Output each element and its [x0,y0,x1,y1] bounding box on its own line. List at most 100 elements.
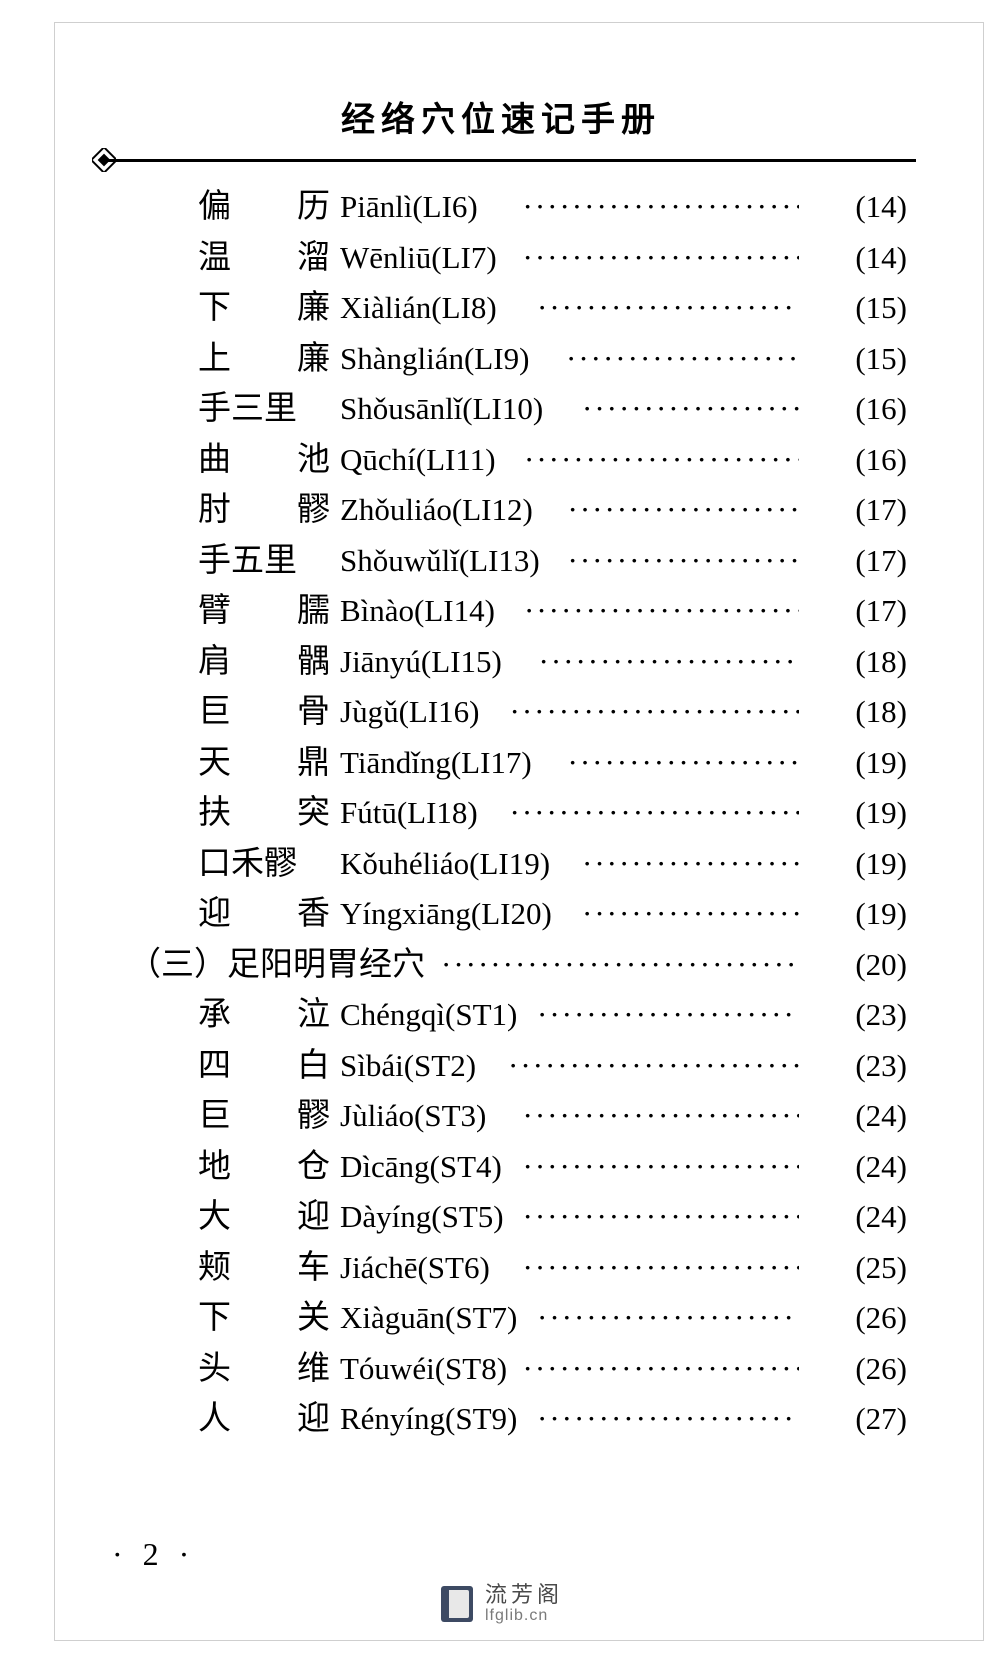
cjk-name: 四白 [198,1041,330,1092]
cjk-name: 巨骨 [198,687,330,738]
toc-item: 手五里Shǒuwǔlǐ(LI13)·······················… [130,536,907,587]
toc: 偏历Piānlì(LI6) ···························… [130,182,907,1509]
page-ref: (17) [855,485,907,536]
leader-dots: ········································… [582,839,799,890]
toc-item: 颊车Jiáchē(ST6)···························… [130,1243,907,1294]
pinyin: Zhǒuliáo(LI12) [340,485,533,536]
pinyin: Dàyíng(ST5) [340,1192,504,1243]
cjk-name: 偏历 [198,182,330,233]
page-ref: (15) [855,334,907,385]
page-ref: (23) [855,990,907,1041]
page-ref: (19) [855,738,907,789]
page-ref: (15) [855,283,907,334]
toc-item: 臂臑Bìnào(LI14)···························… [130,586,907,637]
page-ref: (24) [855,1192,907,1243]
cjk-name: 巨髎 [198,1091,330,1142]
page-ref: (16) [855,384,907,435]
toc-item: 上廉Shànglián(LI9)························… [130,334,907,385]
page-ref: (19) [855,788,907,839]
pinyin: Yíngxiāng(LI20) [340,889,552,940]
toc-item: 扶突Fútū(LI18)····························… [130,788,907,839]
page-ref: (17) [855,586,907,637]
leader-dots: ········································… [582,384,799,435]
page-title: 经络穴位速记手册 [0,92,1002,141]
toc-item: 人迎Rényíng(ST9)··························… [130,1394,907,1445]
pinyin: Xiàguān(ST7) [340,1293,517,1344]
cjk-name: 曲池 [198,435,330,486]
toc-item: 曲池Qūchí(LI11) ···························… [130,435,907,486]
pinyin: Jùgǔ(LI16) [340,687,479,738]
page-ref: (17) [855,536,907,587]
pinyin: Chéngqì(ST1) [340,990,517,1041]
pinyin: Piānlì(LI6) [340,182,478,233]
pinyin: Wēnliū(LI7) [340,233,497,284]
page-ref: (23) [855,1041,907,1092]
leader-dots: ········································… [523,1243,800,1294]
pinyin: Shǒusānlǐ(LI10) [340,384,543,435]
pinyin: Jiáchē(ST6) [340,1243,490,1294]
leader-dots: ········································… [510,788,800,839]
leader-dots: ········································… [441,940,799,991]
page-ref: (18) [855,637,907,688]
toc-item: 温溜Wēnliū(LI7)···························… [130,233,907,284]
page-ref: (14) [855,233,907,284]
leader-dots: ········································… [568,738,800,789]
cjk-name: 人迎 [198,1394,330,1445]
leader-dots: ········································… [508,1041,799,1092]
cjk-name: 肩髃 [198,637,330,688]
cjk-name: 肘髎 [198,485,330,536]
toc-item: 地仓Dìcāng(ST4)···························… [130,1142,907,1193]
pinyin: Kǒuhéliáo(LI19) [340,839,550,890]
toc-section: （三）足阳明胃经穴 ·······························… [130,940,907,991]
toc-item: 下廉Xiàlián(LI8) ··························… [130,283,907,334]
cjk-name: 手五里 [198,536,297,587]
toc-item: 偏历Piānlì(LI6) ···························… [130,182,907,233]
page-ref: (14) [855,182,907,233]
page-ref: (26) [855,1293,907,1344]
toc-item: 大迎Dàyíng(ST5)···························… [130,1192,907,1243]
pinyin: Tóuwéi(ST8) [340,1344,507,1395]
footer-cn: 流芳阁 [485,1583,563,1607]
leader-dots: ········································… [523,1192,800,1243]
pinyin: Jiānyú(LI15) [340,637,502,688]
page: 经络穴位速记手册 偏历Piānlì(LI6) ··················… [0,0,1002,1659]
toc-item: 巨骨Jùgǔ(LI16) ····························… [130,687,907,738]
header-rule [104,148,916,172]
cjk-name: 下廉 [198,283,330,334]
page-number: · 2 · [112,1536,195,1573]
book-icon [439,1584,475,1624]
leader-dots: ········································… [568,485,800,536]
toc-item: 天鼎Tiāndǐng(LI17) ························… [130,738,907,789]
toc-item: 巨髎Jùliáo(ST3)···························… [130,1091,907,1142]
leader-dots: ········································… [537,990,799,1041]
leader-dots: ········································… [537,283,799,334]
cjk-name: 天鼎 [198,738,330,789]
pinyin: Shànglián(LI9) [340,334,529,385]
leader-dots: ········································… [523,1344,800,1395]
leader-dots: ········································… [566,334,799,385]
page-ref: (19) [855,839,907,890]
footer-logo: 流芳阁 lfglib.cn [439,1583,563,1625]
toc-item: 肩髃Jiānyú(LI15)··························… [130,637,907,688]
toc-item: 下关Xiàguān(ST7)··························… [130,1293,907,1344]
pinyin: Tiāndǐng(LI17) [340,738,532,789]
toc-item: 肘髎Zhǒuliáo(LI12) ························… [130,485,907,536]
cjk-name: 温溜 [198,233,330,284]
page-ref: (24) [855,1142,907,1193]
cjk-name: 迎香 [198,889,330,940]
leader-dots: ········································… [568,536,800,587]
pinyin: Rényíng(ST9) [340,1394,517,1445]
leader-dots: ········································… [524,435,799,486]
page-ref: (26) [855,1344,907,1395]
section-label: （三）足阳明胃经穴 [128,940,425,991]
page-ref: (24) [855,1091,907,1142]
toc-item: 口禾髎Kǒuhéliáo(LI19)······················… [130,839,907,890]
pinyin: Xiàlián(LI8) [340,283,497,334]
leader-dots: ········································… [510,687,800,738]
leader-dots: ········································… [537,1293,799,1344]
rule-line [104,159,916,162]
page-ref: (16) [855,435,907,486]
leader-dots: ········································… [523,182,800,233]
pinyin: Qūchí(LI11) [340,435,496,486]
footer-url: lfglib.cn [485,1607,563,1625]
